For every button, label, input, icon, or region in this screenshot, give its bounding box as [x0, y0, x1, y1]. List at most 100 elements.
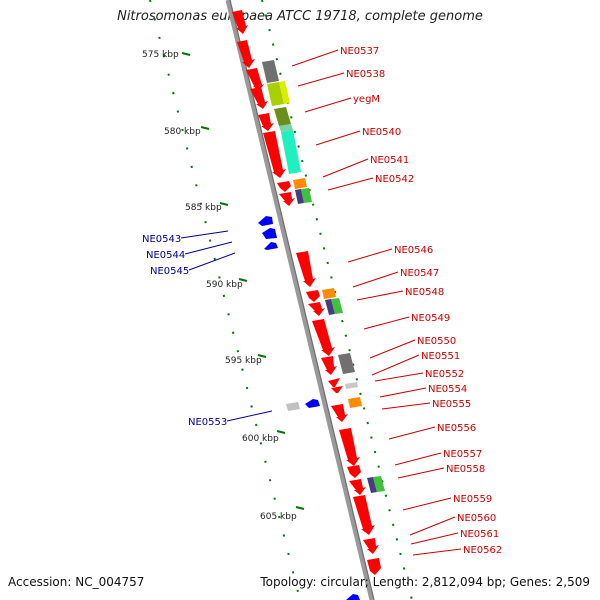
- forward-gene-arrow[interactable]: [277, 181, 291, 192]
- forward-gene-arrow[interactable]: [363, 538, 379, 554]
- leader-line: [402, 497, 452, 511]
- scale-tick-575: [181, 52, 191, 56]
- feature-block[interactable]: [267, 82, 284, 106]
- feature-block[interactable]: [262, 60, 279, 83]
- gene-label[interactable]: NE0543: [142, 234, 181, 245]
- gene-label[interactable]: NE0541: [370, 155, 409, 166]
- scale-label-595: 595 kbp: [225, 356, 262, 366]
- feature-block[interactable]: [281, 130, 301, 174]
- backbone-edge: [229, 0, 375, 600]
- forward-gene-arrow[interactable]: [296, 251, 316, 287]
- forward-gene-arrow[interactable]: [349, 479, 366, 495]
- feature-block[interactable]: [373, 476, 385, 492]
- gene-label[interactable]: NE0547: [400, 268, 439, 279]
- gene-label[interactable]: NE0550: [417, 336, 456, 347]
- forward-gene-arrow[interactable]: [321, 356, 337, 375]
- gene-label[interactable]: NE0551: [421, 351, 460, 362]
- gene-label[interactable]: NE0554: [428, 384, 467, 395]
- scale-label-580: 580 kbp: [164, 127, 201, 137]
- gene-label[interactable]: NE0540: [362, 127, 401, 138]
- scale-label-575: 575 kbp: [142, 50, 179, 60]
- gene-label[interactable]: NE0544: [146, 250, 185, 261]
- leader-line: [356, 290, 404, 301]
- feature-block[interactable]: [301, 188, 312, 203]
- gene-label[interactable]: NE0546: [394, 245, 433, 256]
- scale-tick-605: [295, 506, 305, 510]
- gene-label[interactable]: NE0542: [375, 174, 414, 185]
- forward-gene-arrow[interactable]: [353, 495, 375, 535]
- gene-label[interactable]: NE0562: [463, 545, 502, 556]
- gene-label[interactable]: NE0545: [150, 266, 189, 277]
- leader-line: [394, 452, 442, 466]
- leader-line: [347, 248, 393, 263]
- forward-gene-arrow[interactable]: [367, 558, 381, 575]
- map-title: Nitrosomonas europaea ATCC 19718, comple…: [117, 9, 483, 24]
- reverse-gene-arrow[interactable]: [305, 399, 320, 408]
- gene-label[interactable]: NE0558: [446, 464, 485, 475]
- gene-label[interactable]: NE0537: [340, 46, 379, 57]
- gene-label[interactable]: NE0548: [405, 287, 444, 298]
- feature-block[interactable]: [279, 81, 290, 104]
- genome-summary-text: Topology: circular; Length: 2,812,094 bp…: [260, 575, 590, 589]
- reverse-gene-arrow[interactable]: [258, 216, 273, 226]
- leader-line: [374, 372, 424, 382]
- feature-block[interactable]: [331, 298, 343, 314]
- forward-gene-arrow[interactable]: [263, 131, 286, 178]
- forward-gene-arrow[interactable]: [331, 386, 343, 393]
- forward-gene-arrow[interactable]: [250, 87, 268, 109]
- forward-gene-arrow[interactable]: [237, 40, 255, 68]
- forward-gene-arrows: [232, 10, 381, 575]
- leader-line: [381, 402, 431, 410]
- gene-label[interactable]: NE0555: [432, 399, 471, 410]
- reverse-gene-arrow[interactable]: [346, 594, 360, 600]
- leader-line: [291, 49, 339, 67]
- forward-gene-arrow[interactable]: [306, 290, 320, 302]
- feature-block[interactable]: [293, 178, 307, 189]
- gene-label[interactable]: NE0549: [411, 313, 450, 324]
- forward-gene-arrow[interactable]: [308, 302, 325, 316]
- gene-label[interactable]: yegM: [353, 94, 380, 105]
- forward-gene-arrow[interactable]: [331, 404, 348, 422]
- gene-label[interactable]: NE0556: [437, 423, 476, 434]
- gene-label[interactable]: NE0557: [443, 449, 482, 460]
- reverse-gene-labels: NE0543 NE0544 NE0545 NE0553: [142, 234, 227, 428]
- forward-leader-lines: [291, 49, 462, 556]
- feature-block[interactable]: [295, 189, 304, 204]
- gene-label[interactable]: NE0560: [457, 513, 496, 524]
- feature-block[interactable]: [325, 299, 335, 315]
- forward-gene-arrow[interactable]: [279, 192, 295, 206]
- feature-block[interactable]: [322, 288, 336, 299]
- feature-block[interactable]: [338, 353, 355, 374]
- feature-block[interactable]: [348, 397, 362, 408]
- gene-label[interactable]: NE0561: [460, 529, 499, 540]
- leader-line: [388, 426, 436, 440]
- scale-label-600: 600 kbp: [242, 434, 279, 444]
- gene-label[interactable]: NE0553: [188, 417, 227, 428]
- gene-label[interactable]: NE0552: [425, 369, 464, 380]
- feature-block[interactable]: [279, 124, 293, 132]
- gene-label[interactable]: NE0559: [453, 494, 492, 505]
- forward-gene-arrow[interactable]: [246, 68, 264, 91]
- scale-label-590: 590 kbp: [206, 280, 243, 290]
- feature-block[interactable]: [286, 402, 300, 411]
- forward-gene-arrow[interactable]: [232, 10, 248, 34]
- feature-block[interactable]: [274, 107, 291, 126]
- leader-line: [379, 387, 427, 398]
- forward-gene-arrow[interactable]: [312, 319, 335, 356]
- reverse-gene-arrow[interactable]: [262, 228, 277, 239]
- gene-label[interactable]: NE0538: [346, 69, 385, 80]
- forward-gene-arrow[interactable]: [258, 113, 274, 131]
- forward-gene-arrow[interactable]: [328, 378, 340, 387]
- forward-gene-arrow[interactable]: [347, 465, 361, 478]
- backbone-line: [225, 0, 375, 600]
- leader-line: [297, 72, 345, 87]
- forward-gene-arrow[interactable]: [339, 428, 360, 466]
- leader-line: [327, 177, 374, 191]
- scale-tick-595: [257, 354, 267, 358]
- leader-line: [397, 467, 445, 479]
- feature-block[interactable]: [345, 382, 358, 389]
- leader-line: [188, 252, 236, 271]
- feature-block[interactable]: [367, 477, 377, 493]
- reverse-gene-arrow[interactable]: [264, 242, 278, 250]
